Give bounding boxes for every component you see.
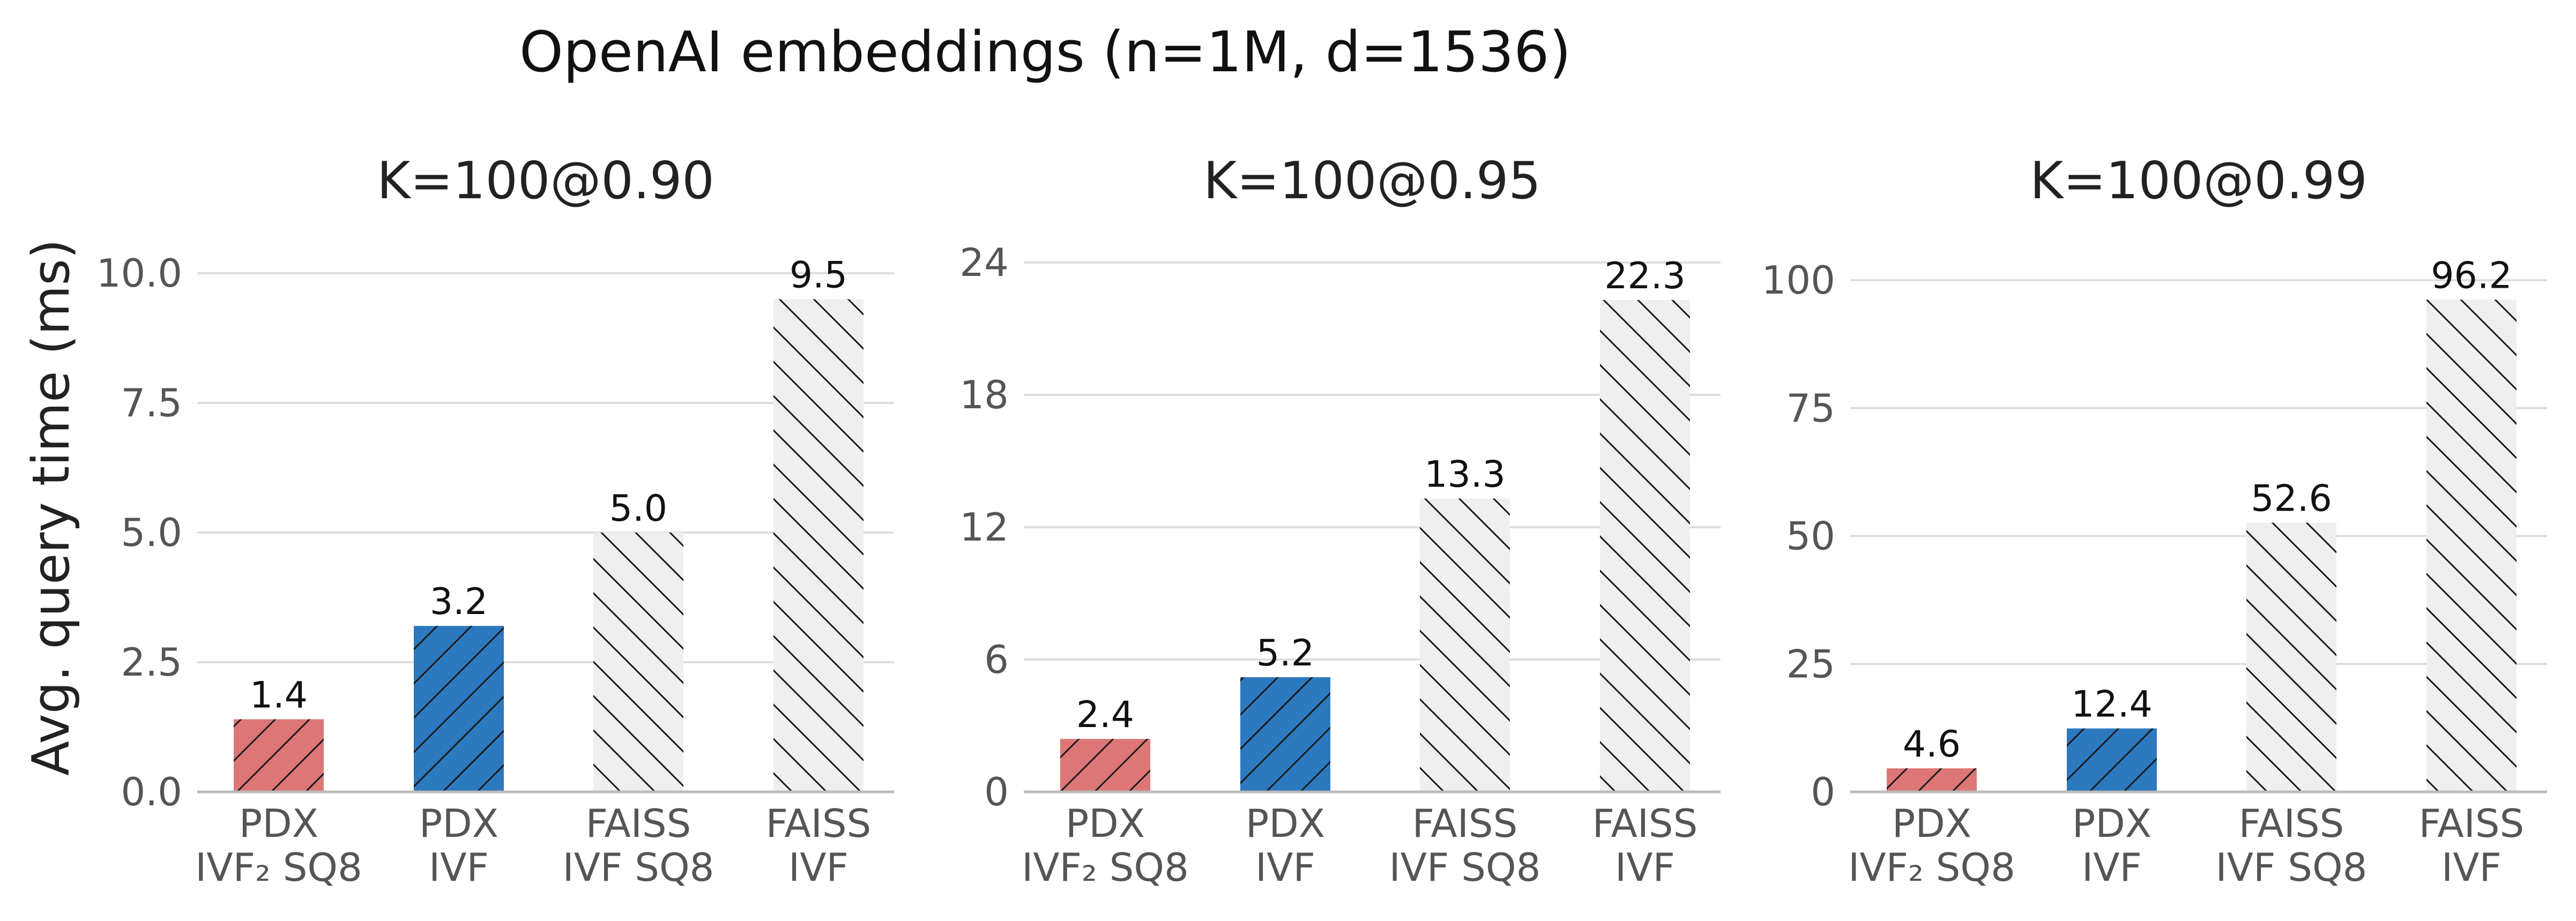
x-tick-label-line1: FAISS bbox=[1592, 801, 1698, 846]
x-tick-label-line1: PDX bbox=[1066, 801, 1145, 846]
x-tick-label-line1: PDX bbox=[1892, 801, 1971, 846]
y-axis-label: Avg. query time (ms) bbox=[22, 239, 81, 776]
bar-value-label: 52.6 bbox=[2251, 478, 2332, 520]
bar-hatch bbox=[2426, 299, 2517, 792]
x-tick-label-line2: IVF bbox=[2441, 845, 2501, 890]
bar-value-label: 5.2 bbox=[1256, 632, 1314, 675]
x-tick-label-line1: PDX bbox=[2072, 801, 2151, 846]
bar-value-label: 2.4 bbox=[1076, 694, 1134, 736]
y-tick-label: 24 bbox=[959, 240, 1009, 285]
bar-hatch bbox=[1060, 739, 1150, 792]
x-tick-label-line2: IVF bbox=[1615, 845, 1675, 890]
bar-hatch bbox=[1240, 677, 1330, 792]
x-tick-label-line1: PDX bbox=[419, 801, 498, 846]
bar-hatch bbox=[2067, 728, 2157, 792]
x-tick-label-line1: FAISS bbox=[1412, 801, 1518, 846]
x-tick-label-line2: IVF bbox=[788, 845, 848, 890]
y-tick-label: 6 bbox=[984, 637, 1009, 682]
y-tick-label: 12 bbox=[959, 505, 1009, 550]
x-tick-label-line2: IVF bbox=[1255, 845, 1315, 890]
y-tick-label: 5.0 bbox=[121, 510, 182, 555]
x-tick-label-line2: IVF₂ SQ8 bbox=[1022, 845, 1189, 890]
bar-value-label: 4.6 bbox=[1903, 723, 1961, 766]
bar-value-label: 9.5 bbox=[790, 254, 847, 296]
x-tick-label-line1: PDX bbox=[1246, 801, 1325, 846]
bar-value-label: 3.2 bbox=[430, 581, 488, 623]
x-tick-label-line2: IVF₂ SQ8 bbox=[195, 845, 362, 890]
x-tick-label-line1: FAISS bbox=[2419, 801, 2525, 846]
y-tick-label: 25 bbox=[1786, 641, 1835, 686]
bar-value-label: 96.2 bbox=[2431, 254, 2512, 297]
x-tick-label-line2: IVF₂ SQ8 bbox=[1848, 845, 2015, 890]
bar-value-label: 22.3 bbox=[1604, 255, 1685, 297]
bar-hatch bbox=[234, 719, 324, 792]
y-tick-label: 7.5 bbox=[121, 380, 182, 425]
panel-title: K=100@0.90 bbox=[377, 152, 714, 211]
panel-title: K=100@0.95 bbox=[1203, 152, 1541, 211]
bar-hatch bbox=[773, 299, 863, 792]
y-tick-label: 100 bbox=[1762, 258, 1835, 303]
y-tick-label: 50 bbox=[1786, 514, 1835, 559]
x-tick-label-line1: FAISS bbox=[586, 801, 691, 846]
panel-title: K=100@0.99 bbox=[2030, 152, 2367, 211]
bar-value-label: 1.4 bbox=[250, 674, 308, 716]
x-tick-label-line1: FAISS bbox=[2239, 801, 2344, 846]
x-tick-label-line2: IVF bbox=[429, 845, 489, 890]
y-tick-label: 10.0 bbox=[96, 251, 182, 296]
bar-value-label: 5.0 bbox=[609, 488, 667, 530]
y-tick-label: 0.0 bbox=[121, 769, 182, 814]
y-tick-label: 18 bbox=[959, 372, 1009, 417]
x-tick-label-line1: PDX bbox=[239, 801, 318, 846]
y-tick-label: 75 bbox=[1786, 386, 1835, 431]
y-tick-label: 2.5 bbox=[121, 640, 182, 685]
figure-title: OpenAI embeddings (n=1M, d=1536) bbox=[519, 19, 1571, 85]
y-tick-label: 0 bbox=[984, 769, 1009, 814]
x-tick-label-line2: IVF SQ8 bbox=[1389, 845, 1541, 890]
x-tick-label-line2: IVF SQ8 bbox=[2216, 845, 2367, 890]
bar-hatch bbox=[1887, 768, 1977, 792]
x-tick-label-line2: IVF bbox=[2082, 845, 2142, 890]
y-tick-label: 0 bbox=[1811, 769, 1835, 814]
bar-hatch bbox=[414, 626, 504, 792]
bar-hatch bbox=[1420, 498, 1510, 792]
bar-hatch bbox=[2246, 522, 2336, 792]
bar-value-label: 13.3 bbox=[1424, 453, 1505, 496]
x-tick-label-line2: IVF SQ8 bbox=[563, 845, 714, 890]
x-tick-label-line1: FAISS bbox=[766, 801, 872, 846]
bar-value-label: 12.4 bbox=[2071, 684, 2152, 726]
bar-hatch bbox=[1600, 299, 1690, 792]
bar-hatch bbox=[593, 533, 683, 792]
